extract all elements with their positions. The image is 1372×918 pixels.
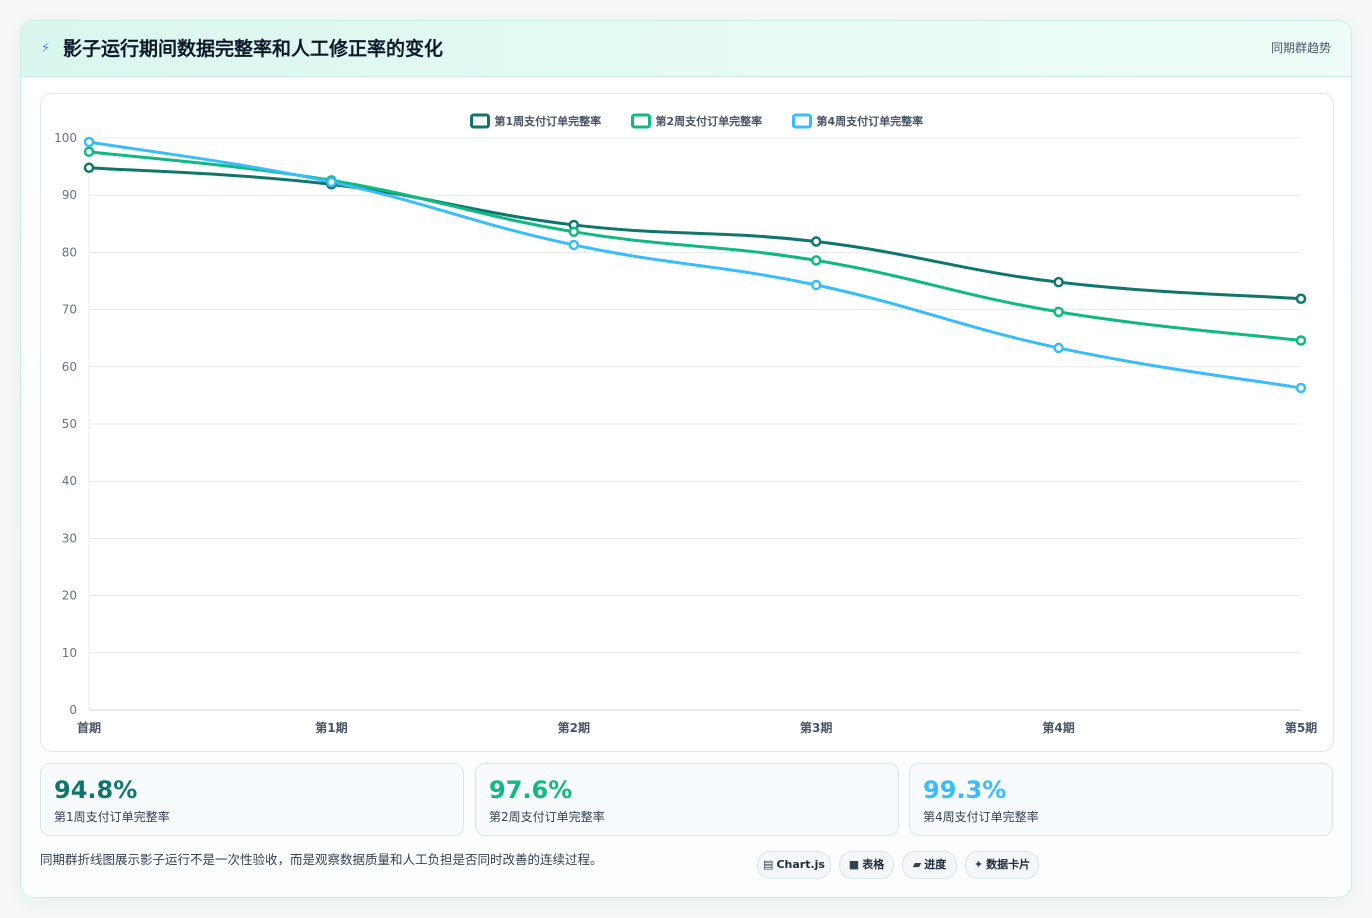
progress-icon: ▰ <box>912 858 922 871</box>
y-tick-label: 20 <box>62 589 77 603</box>
legend-label: 第4周支付订单完整率 <box>817 114 924 128</box>
stat-card-week4: 99.3% 第4周支付订单完整率 <box>909 763 1333 836</box>
x-tick-label: 第5期 <box>1285 720 1317 735</box>
data-point <box>810 255 822 266</box>
legend-label: 第1周支付订单完整率 <box>495 114 602 128</box>
stat-card-week2: 97.6% 第2周支付订单完整率 <box>475 763 899 836</box>
y-tick-label: 40 <box>62 474 77 488</box>
legend-swatch <box>792 113 812 129</box>
pill-label: 进度 <box>924 858 947 871</box>
series-line-3 <box>88 140 1302 390</box>
x-tick-label: 第4期 <box>1042 720 1074 735</box>
data-point <box>568 226 580 238</box>
x-tick-label: 第3期 <box>800 720 832 735</box>
chart-icon: ▤ <box>763 858 774 871</box>
data-point <box>1053 342 1064 354</box>
chart-panel: 0 10 20 30 40 50 60 70 80 90 100 首期 第1期 第2期 第3期 第4期 第5期 第… <box>40 93 1334 752</box>
y-tick-label: 60 <box>62 360 77 374</box>
stat-value: 99.3% <box>923 776 1007 804</box>
x-tick-label: 首期 <box>77 720 101 735</box>
chart-card: ⚡ 影子运行期间数据完整率和人工修正率的变化 同期群趋势 0 10 20 30 40 50… <box>20 20 1352 898</box>
stat-value: 94.8% <box>54 776 138 804</box>
y-tick-label: 70 <box>62 303 77 317</box>
stat-label: 第1周支付订单完整率 <box>54 810 170 824</box>
table-pill[interactable]: ■ 表格 <box>839 851 894 879</box>
cohort-trend-tag: 同期群趋势 <box>1270 41 1331 55</box>
lightning-icon: ⚡ <box>41 41 51 56</box>
y-tick-label: 50 <box>62 417 77 431</box>
card-header: ⚡ 影子运行期间数据完整率和人工修正率的变化 同期群趋势 <box>21 21 1351 77</box>
data-point <box>1295 382 1307 394</box>
stat-value: 97.6% <box>489 776 573 804</box>
data-point <box>83 136 95 148</box>
y-tick-label: 80 <box>62 245 77 259</box>
data-point <box>810 236 822 247</box>
data-point <box>1053 306 1064 318</box>
card-title: 影子运行期间数据完整率和人工修正率的变化 <box>63 38 444 60</box>
y-tick-label: 10 <box>62 646 77 660</box>
data-point <box>1053 276 1064 288</box>
chartjs-pill[interactable]: ▤ Chart.js <box>757 851 831 879</box>
data-point <box>1295 293 1307 304</box>
stat-label: 第4周支付订单完整率 <box>923 810 1039 824</box>
pill-label: 表格 <box>862 858 885 871</box>
y-tick-label: 0 <box>69 703 77 717</box>
legend-swatch <box>470 113 490 129</box>
x-tick-label: 第2期 <box>558 720 590 735</box>
progress-pill[interactable]: ▰ 进度 <box>902 851 957 879</box>
data-point <box>326 176 337 188</box>
data-point <box>1295 335 1307 346</box>
table-icon: ■ <box>848 858 860 871</box>
y-tick-label: 100 <box>54 131 77 145</box>
y-tick-label: 90 <box>62 188 77 202</box>
data-point <box>810 279 822 291</box>
data-point <box>83 162 95 173</box>
line-chart: 0 10 20 30 40 50 60 70 80 90 100 首期 第1期 第2期 第3期 第4期 第5期 第… <box>54 113 1317 735</box>
footer-description: 同期群折线图展示影子运行不是一次性验收，而是观察数据质量和人工负担是否同时改善的… <box>40 852 603 867</box>
pill-label: Chart.js <box>776 858 825 871</box>
x-tick-label: 第1期 <box>315 720 347 735</box>
sparkle-icon: ✦ <box>973 858 984 871</box>
stat-label: 第2周支付订单完整率 <box>489 810 605 824</box>
series-line-1 <box>88 166 1302 301</box>
data-point <box>568 239 580 251</box>
stat-card-week1: 94.8% 第1周支付订单完整率 <box>40 763 464 836</box>
series-line-2 <box>88 150 1302 342</box>
legend-label: 第2周支付订单完整率 <box>656 114 763 128</box>
legend-swatch <box>631 113 651 129</box>
y-tick-label: 30 <box>62 531 77 545</box>
pill-label: 数据卡片 <box>986 858 1031 871</box>
data-card-pill[interactable]: ✦ 数据卡片 <box>965 851 1039 879</box>
data-point <box>83 146 95 157</box>
